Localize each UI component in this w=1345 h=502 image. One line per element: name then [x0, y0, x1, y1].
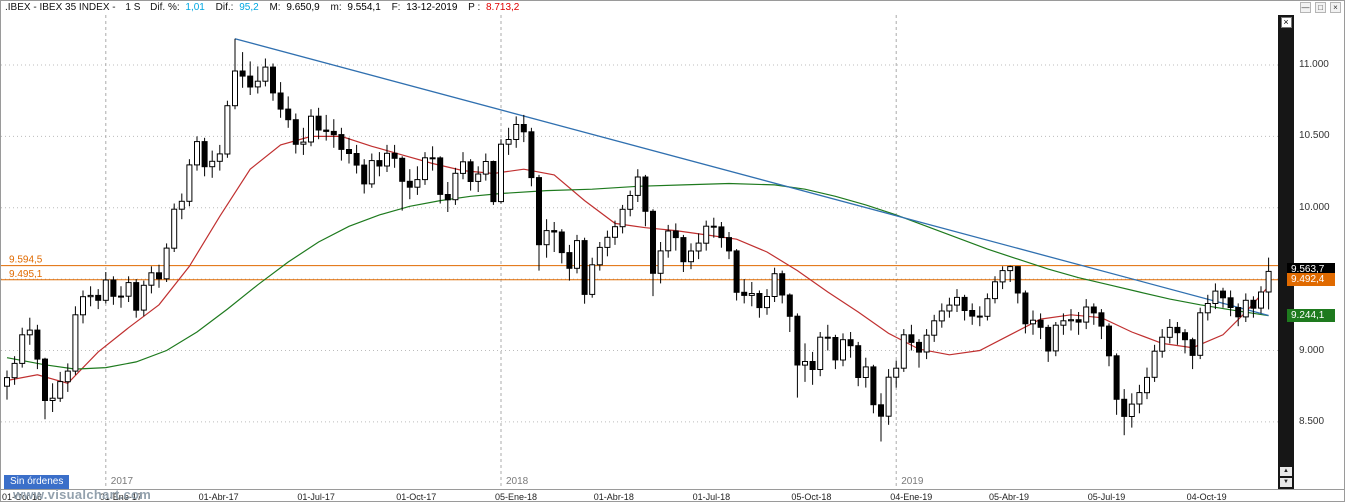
minimize-icon[interactable]: — [1300, 2, 1311, 13]
price-tick-label: 11.000 [1299, 58, 1329, 70]
ma-green-price-box: 9.244,1 [1287, 308, 1335, 322]
open-price-value: 8.713,2 [486, 2, 520, 13]
window-controls: — □ × [1300, 2, 1341, 13]
min-label: m: [330, 2, 342, 13]
orders-badge[interactable]: Sin órdenes [4, 475, 70, 489]
grid-lines [1, 64, 1278, 423]
min-value: 9.554,1 [347, 2, 381, 13]
date-value: 13-12-2019 [406, 2, 458, 13]
ma-green-line [6, 182, 1269, 370]
scroll-up-icon[interactable]: ▲ [1280, 467, 1292, 476]
dif-value: 95,2 [239, 2, 259, 13]
date-tick-label: 05-Jul-19 [1087, 492, 1126, 502]
max-label: M: [269, 2, 281, 13]
date-tick-label: 05-Ene-18 [495, 492, 538, 502]
chart-area: 2017 2018 2019 9.594,5 9.495,1 × ▲ ▼ 11.000 1… [1, 15, 1344, 501]
dif-pct-label: Dif. %: [150, 2, 180, 13]
scrollbar-close-icon[interactable]: × [1280, 17, 1292, 28]
date-tick-label: 05-Abr-19 [989, 492, 1030, 502]
horizontal-level-lines: 9.594,5 9.495,1 [1, 255, 1278, 281]
date-tick-label: 01-Oct-17 [396, 492, 437, 502]
date-tick-label: 01-Abr-17 [198, 492, 239, 502]
open-price-label: P : [468, 2, 481, 13]
svg-text:2019: 2019 [901, 476, 924, 487]
chart-titlebar: .IBEX - IBEX 35 INDEX - 1 S Dif. %: 1,01… [1, 1, 1344, 15]
scroll-down-icon[interactable]: ▼ [1280, 478, 1292, 487]
price-tick-label: 9.000 [1299, 344, 1325, 356]
svg-text:9.495,1: 9.495,1 [9, 269, 43, 280]
date-tick-label: 01-Ene-17 [99, 492, 142, 502]
watermark: www.visualchart.com [13, 487, 152, 502]
date-tick-label: 01-Jul-17 [297, 492, 335, 502]
year-marks: 2017 2018 2019 [105, 15, 924, 489]
price-tick-label: 10.000 [1299, 201, 1330, 213]
dif-pct-value: 1,01 [185, 2, 205, 13]
svg-text:9.594,5: 9.594,5 [9, 255, 43, 266]
timeframe-label: 1 S [125, 2, 141, 13]
price-tick-label: 10.500 [1299, 130, 1330, 142]
dif-label: Dif.: [215, 2, 234, 13]
last-price-box: 9.563,7 [1287, 263, 1335, 277]
svg-text:2017: 2017 [111, 476, 134, 487]
restore-icon[interactable]: □ [1315, 2, 1326, 13]
scrollbar-arrows: ▲ ▼ [1280, 465, 1292, 487]
level-price-box: 9.492,4 [1287, 273, 1335, 287]
date-tick-label: 01-Jul-18 [692, 492, 731, 502]
date-tick-label: 01-Abr-18 [593, 492, 634, 502]
symbol-title: .IBEX - IBEX 35 INDEX - [5, 2, 116, 13]
date-axis[interactable]: 01-Oct-16 01-Ene-17 01-Abr-17 01-Jul-17 01-O… [1, 489, 1344, 502]
svg-text:2018: 2018 [506, 476, 529, 487]
candles [4, 38, 1272, 442]
close-icon[interactable]: × [1330, 2, 1341, 13]
max-value: 9.650,9 [286, 2, 320, 13]
date-tick-label: 01-Oct-16 [2, 492, 43, 502]
price-chart-canvas[interactable]: 2017 2018 2019 9.594,5 9.495,1 [1, 15, 1278, 489]
date-tick-label: 05-Oct-18 [791, 492, 832, 502]
trendline [234, 38, 1269, 317]
date-tick-label: 04-Ene-19 [890, 492, 933, 502]
date-tick-label: 04-Oct-19 [1186, 492, 1227, 502]
date-label: F: [391, 2, 401, 13]
vertical-scrollbar[interactable]: × ▲ ▼ [1278, 15, 1294, 489]
price-tick-label: 8.500 [1299, 415, 1325, 427]
